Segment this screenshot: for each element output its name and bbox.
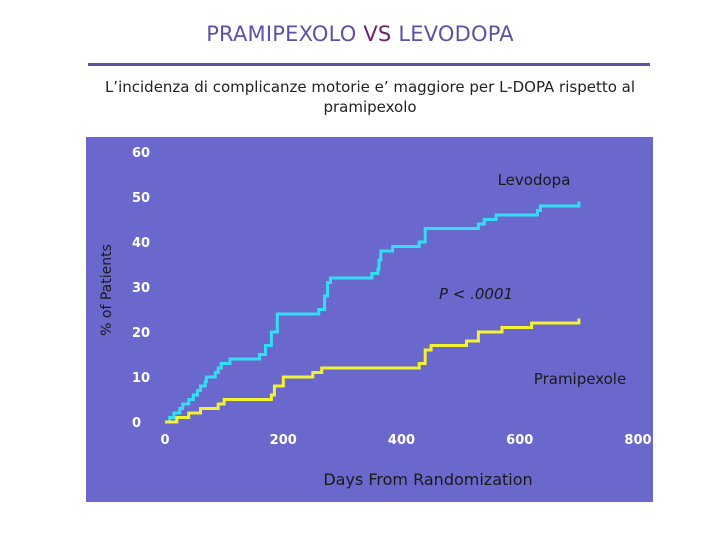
title-levodopa: LEVODOPA xyxy=(398,22,514,46)
x-tick-labels: 0 200 400 600 800 xyxy=(160,433,651,448)
y-axis-label: % of Patients xyxy=(99,244,115,336)
title-pramipexolo: PRAMIPEXOLO xyxy=(206,22,364,46)
x-tick-label: 800 xyxy=(624,433,651,448)
y-tick-labels: 0 10 20 30 40 50 60 xyxy=(132,146,150,431)
slide-subtitle: L’incidenza di complicanze motorie e’ ma… xyxy=(100,77,640,117)
slide-title: PRAMIPEXOLO VS LEVODOPA xyxy=(0,22,720,46)
x-tick-label: 600 xyxy=(506,433,533,448)
x-tick-label: 200 xyxy=(270,433,297,448)
y-tick-label: 0 xyxy=(132,416,141,431)
subtitle-line-2: pramipexolo xyxy=(323,98,417,116)
x-tick-label: 0 xyxy=(160,433,169,448)
y-tick-label: 10 xyxy=(132,371,150,386)
series-lines xyxy=(165,201,581,424)
plot-background xyxy=(86,137,653,502)
y-tick-label: 60 xyxy=(132,146,150,161)
x-tick-label: 400 xyxy=(388,433,415,448)
y-tick-label: 50 xyxy=(132,191,150,206)
series-line-pramipexole xyxy=(165,318,581,424)
annotation-pramipexole: Pramipexole xyxy=(534,370,626,388)
y-tick-label: 40 xyxy=(132,236,150,251)
title-underline xyxy=(88,63,650,66)
y-tick-label: 30 xyxy=(132,281,150,296)
x-axis-label: Days From Randomization xyxy=(323,470,532,489)
series-line-levodopa xyxy=(165,201,581,424)
annotation-levodopa: Levodopa xyxy=(498,171,571,189)
title-vs: VS xyxy=(363,22,399,46)
annotation-p-value: P < .0001 xyxy=(439,285,513,303)
subtitle-line-1: L’incidenza di complicanze motorie e’ ma… xyxy=(104,78,636,96)
y-tick-label: 20 xyxy=(132,326,150,341)
